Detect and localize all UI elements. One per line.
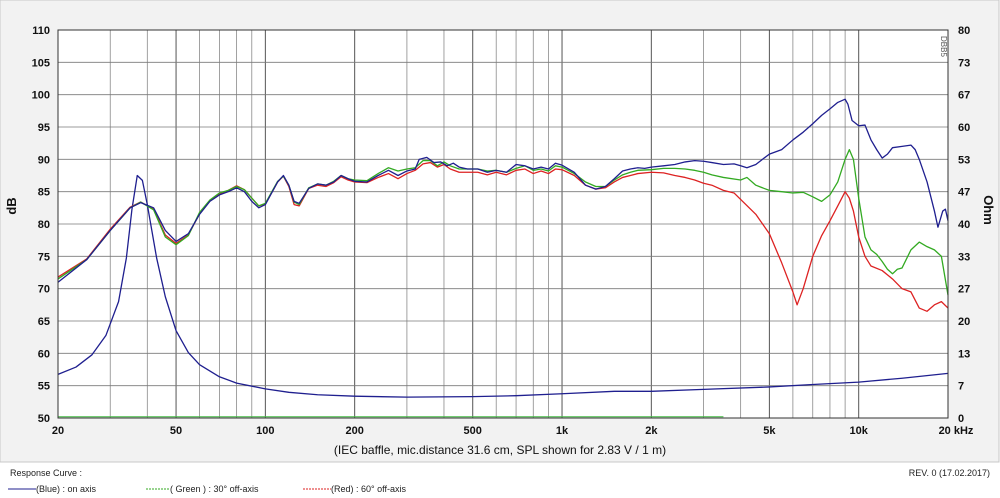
y2-axis-title: Ohm [981,195,996,225]
y-tick-label: 50 [38,413,50,425]
y2-tick-label: 80 [958,25,970,37]
x-tick-label: 50 [170,425,182,437]
y2-tick-label: 60 [958,122,970,134]
legend-item-blue: (Blue) : on axis [36,484,97,494]
y2-tick-label: 27 [958,284,970,296]
series-layer [57,98,949,418]
x-tick-label: 10k [850,425,869,437]
y-tick-label: 85 [38,187,50,199]
legend-item-green: ( Green ) : 30° off-axis [170,484,259,494]
x-tick-label: 20 [52,425,64,437]
y-tick-label: 60 [38,348,50,360]
revision-label: REV. 0 (17.02.2017) [909,468,990,478]
y2-tick-label: 33 [958,251,970,263]
y-tick-label: 110 [32,25,50,37]
y2-tick-label: 73 [958,57,970,69]
plot-border [57,29,949,419]
series-line-green-30-off-axis [57,148,949,296]
y2-axis-ticks: 0 7 13 20 27 33 40 47 53 60 67 73 80 [958,25,970,425]
y2-tick-label: 67 [958,90,970,102]
y-tick-label: 80 [38,219,50,231]
y-tick-label: 65 [38,316,50,328]
x-axis-caption: (IEC baffle, mic.distance 31.6 cm, SPL s… [334,443,666,457]
x-tick-label: 2k [645,425,658,437]
legend-item-red: (Red) : 60° off-axis [331,484,406,494]
y2-tick-label: 47 [958,187,970,199]
y-tick-label: 90 [38,154,50,166]
x-tick-label: 20 kHz [939,425,974,437]
x-tick-label: 500 [464,425,482,437]
y2-tick-label: 40 [958,219,970,231]
y-tick-label: 100 [32,90,50,102]
y2-tick-label: 0 [958,413,964,425]
y-tick-label: 95 [38,122,50,134]
y2-tick-label: 53 [958,154,970,166]
y-tick-label: 105 [32,57,50,69]
y2-tick-label: 13 [958,348,970,360]
legend-title: Response Curve : [10,468,82,478]
x-axis-ticks: 20 50 100 200 500 1k 2k 5k 10k 20 kHz [52,425,974,437]
series-line-blue-on-axis [57,98,949,283]
x-tick-label: 1k [556,425,569,437]
y2-tick-label: 20 [958,316,970,328]
corner-label: DBB5 [939,36,948,57]
y-tick-label: 55 [38,381,50,393]
y2-tick-label: 7 [958,381,964,393]
y-tick-label: 75 [38,251,50,263]
x-tick-label: 200 [345,425,363,437]
y-tick-label: 70 [38,284,50,296]
x-tick-label: 5k [763,425,776,437]
y-axis-ticks: 50 55 60 65 70 75 80 85 90 95 100 105 110 [32,25,50,425]
y-axis-title: dB [4,197,19,214]
x-tick-label: 100 [256,425,274,437]
series-line-impedance [57,174,949,398]
